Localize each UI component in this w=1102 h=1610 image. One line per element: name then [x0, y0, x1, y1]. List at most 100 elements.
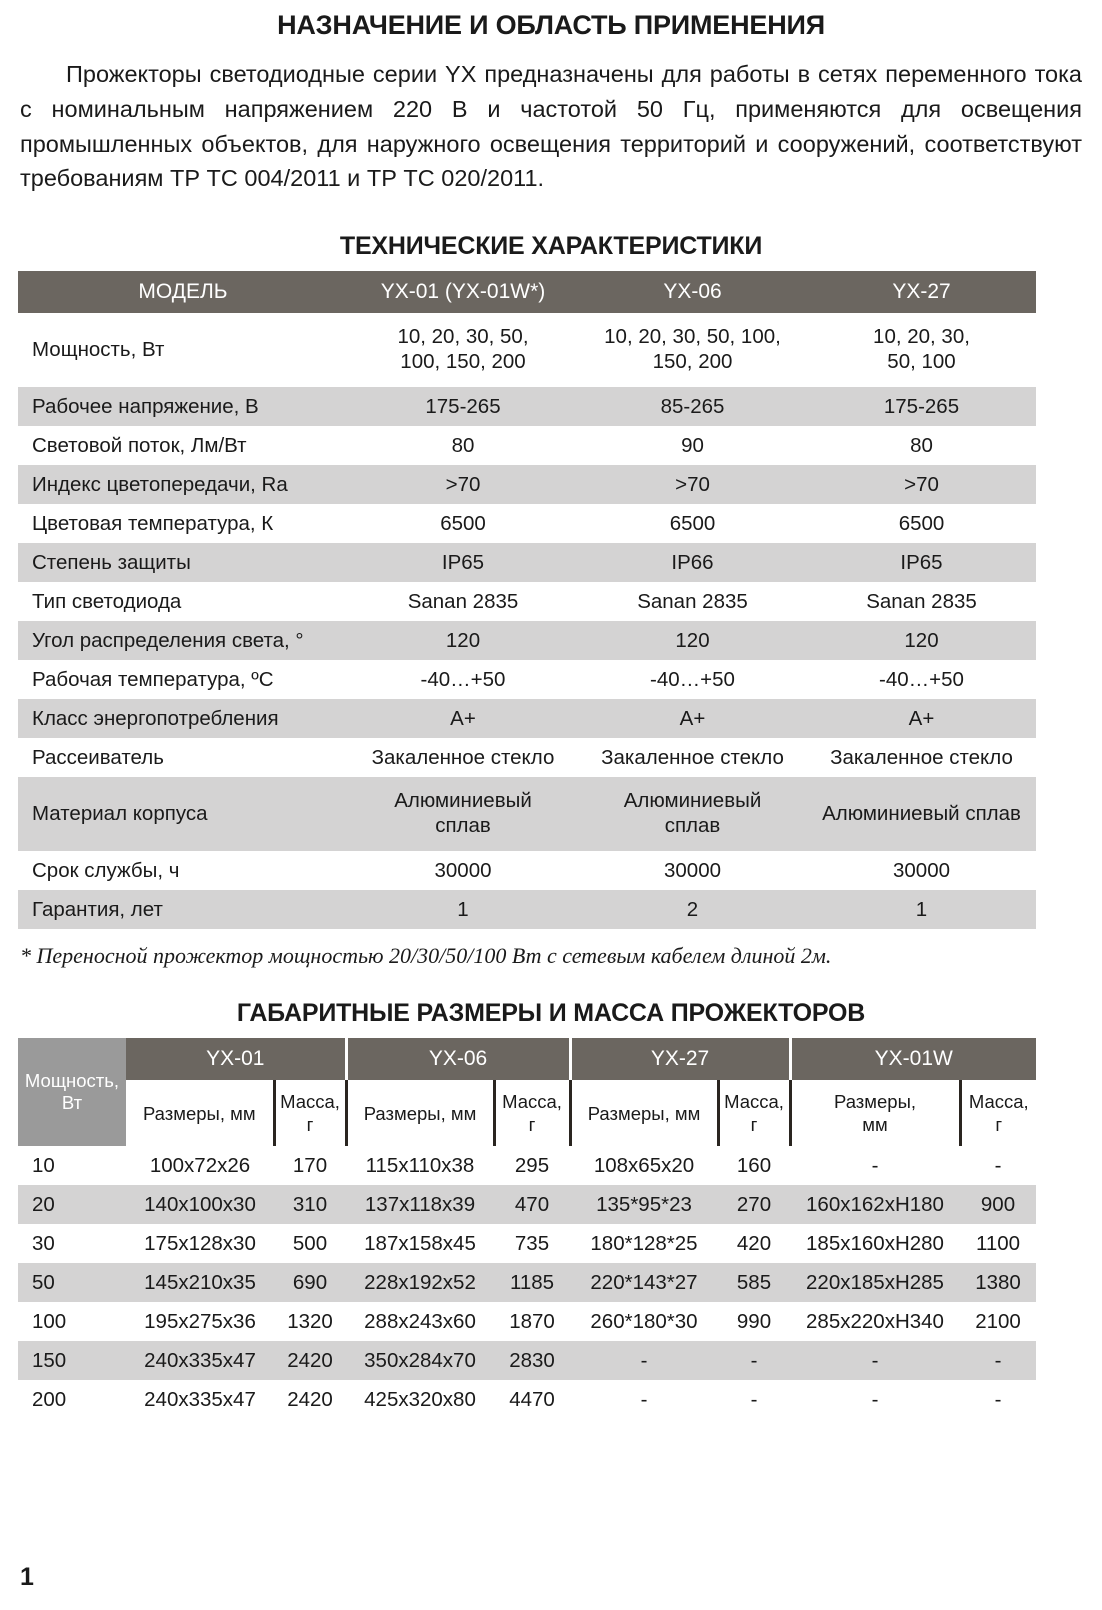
dimensions-subheader-size-yx06: Размеры, мм: [344, 1080, 494, 1147]
specs-value-yx01: 120: [348, 621, 578, 661]
spacer: [18, 196, 1084, 232]
specs-value-yx01: 80: [348, 426, 578, 466]
specs-value-yx06: -40…+50: [578, 660, 807, 700]
specs-param-label: Срок службы, ч: [18, 851, 348, 891]
specs-value-yx01: IP65: [348, 543, 578, 583]
specs-value-yx27: 10, 20, 30, 50, 100: [807, 313, 1036, 388]
table-row: 50 145x210x35 690 228x192x52 1185 220*14…: [18, 1263, 1036, 1303]
specs-value-yx27: 1: [807, 890, 1036, 930]
dimensions-power-value: 30: [18, 1224, 126, 1264]
table-row: Гарантия, лет 1 2 1: [18, 890, 1036, 930]
dimensions-mass-yx27: -: [718, 1341, 790, 1381]
dimensions-size-yx01w: -: [790, 1380, 960, 1420]
specs-value-yx01: Алюминиевый сплав: [348, 777, 578, 852]
dimensions-mass-yx01: 500: [274, 1224, 346, 1264]
specs-value-yx01: 6500: [348, 504, 578, 544]
dimensions-table-body: 10 100x72x26 170 115x110x38 295 108x65x2…: [18, 1146, 1036, 1420]
dimensions-mass-yx06: 1870: [494, 1302, 570, 1342]
dimensions-size-yx27: 180*128*25: [570, 1224, 718, 1264]
page-number: 1: [20, 1563, 34, 1591]
specs-value-yx27: >70: [807, 465, 1036, 505]
dimensions-size-yx27: 108x65x20: [570, 1146, 718, 1186]
specs-param-label: Рассеиватель: [18, 738, 348, 778]
specs-footnote: * Переносной прожектор мощностью 20/30/5…: [20, 943, 832, 969]
table-row: Рабочее напряжение, В 175-265 85-265 175…: [18, 387, 1036, 427]
table-row: 10 100x72x26 170 115x110x38 295 108x65x2…: [18, 1146, 1036, 1186]
table-row: 100 195x275x36 1320 288x243x60 1870 260*…: [18, 1302, 1036, 1342]
dimensions-mass-yx01: 690: [274, 1263, 346, 1303]
table-row: Цветовая температура, К 6500 6500 6500: [18, 504, 1036, 544]
specs-param-label: Степень защиты: [18, 543, 348, 583]
specs-value-yx01: 30000: [348, 851, 578, 891]
dimensions-size-yx01: 240x335x47: [126, 1341, 274, 1381]
document-page: НАЗНАЧЕНИЕ И ОБЛАСТЬ ПРИМЕНЕНИЯ Прожекто…: [0, 10, 1102, 1610]
spacer: [18, 969, 1084, 999]
specs-header-row: МОДЕЛЬ YX-01 (YX-01W*) YX-06 YX-27: [18, 271, 1036, 314]
specs-value-yx06: Sanan 2835: [578, 582, 807, 622]
dimensions-size-yx06: 350x284x70: [346, 1341, 494, 1381]
specs-section-title: ТЕХНИЧЕСКИЕ ХАРАКТЕРИСТИКИ: [339, 232, 763, 261]
table-row: Тип светодиода Sanan 2835 Sanan 2835 San…: [18, 582, 1036, 622]
specs-value-yx01: A+: [348, 699, 578, 739]
dimensions-power-value: 20: [18, 1185, 126, 1225]
dimensions-subheader-size-yx01w: Размеры, мм: [788, 1080, 960, 1147]
dimensions-size-yx01w: -: [790, 1341, 960, 1381]
specs-value-yx06: 6500: [578, 504, 807, 544]
specs-value-yx06: >70: [578, 465, 807, 505]
dimensions-size-yx06: 115x110x38: [346, 1146, 494, 1186]
table-row: Срок службы, ч 30000 30000 30000: [18, 851, 1036, 891]
purpose-paragraph: Прожекторы светодиодные серии YX предназ…: [20, 61, 1082, 192]
table-row: Рабочая температура, ºC -40…+50 -40…+50 …: [18, 660, 1036, 700]
specs-col-header-yx01: YX-01 (YX-01W*): [380, 280, 546, 304]
specs-col-header-yx06: YX-06: [663, 280, 722, 304]
specs-value-yx27: IP65: [807, 543, 1036, 583]
table-row: Класс энергопотребления A+ A+ A+: [18, 699, 1036, 739]
specs-param-label: Угол распределения света, °: [18, 621, 348, 661]
specs-param-label: Материал корпуса: [18, 777, 348, 852]
table-row: Световой поток, Лм/Вт 80 90 80: [18, 426, 1036, 466]
specs-param-label: Класс энергопотребления: [18, 699, 348, 739]
dimensions-size-yx01w: 220x185xH285: [790, 1263, 960, 1303]
dimensions-size-yx27: 135*95*23: [570, 1185, 718, 1225]
dimensions-mass-yx27: 585: [718, 1263, 790, 1303]
specs-table-body: Мощность, Вт 10, 20, 30, 50, 100, 150, 20…: [18, 313, 1036, 930]
specs-value-yx27: 6500: [807, 504, 1036, 544]
dimensions-mass-yx01: 2420: [274, 1380, 346, 1420]
dimensions-size-yx01: 145x210x35: [126, 1263, 274, 1303]
specs-value-yx27: A+: [807, 699, 1036, 739]
dimensions-power-value: 10: [18, 1146, 126, 1186]
table-row: Рассеиватель Закаленное стекло Закаленно…: [18, 738, 1036, 778]
dimensions-col-header-power: Мощность, Вт: [18, 1038, 126, 1147]
dimensions-sub-header-row: Размеры, мм Масса, г Размеры, мм Масса, г …: [18, 1080, 1036, 1147]
dimensions-mass-yx27: 420: [718, 1224, 790, 1264]
dimensions-size-yx06: 137x118x39: [346, 1185, 494, 1225]
dimensions-mass-yx01w: 2100: [960, 1302, 1036, 1342]
dimensions-mass-yx06: 4470: [494, 1380, 570, 1420]
dimensions-subheader-mass-yx01: Масса, г: [272, 1080, 346, 1147]
dimensions-model-header-yx27: YX-27: [568, 1038, 790, 1081]
dimensions-section-title: ГАБАРИТНЫЕ РАЗМЕРЫ И МАССА ПРОЖЕКТОРОВ: [236, 999, 866, 1028]
dimensions-power-value: 200: [18, 1380, 126, 1420]
technical-specifications-table: МОДЕЛЬ YX-01 (YX-01W*) YX-06 YX-27 Мощно…: [18, 271, 1036, 930]
dimensions-mass-yx01: 2420: [274, 1341, 346, 1381]
dimensions-mass-yx01: 170: [274, 1146, 346, 1186]
dimensions-power-label-line1: Мощность,: [24, 1069, 120, 1091]
specs-value-yx01: Закаленное стекло: [348, 738, 578, 778]
table-row: Материал корпуса Алюминиевый сплав Алюмин…: [18, 777, 1036, 852]
specs-param-label: Световой поток, Лм/Вт: [18, 426, 348, 466]
specs-col-header-model: МОДЕЛЬ: [138, 280, 228, 304]
dimensions-mass-yx01w: -: [960, 1341, 1036, 1381]
table-row: 30 175x128x30 500 187x158x45 735 180*128…: [18, 1224, 1036, 1264]
dimensions-subheader-mass-yx01w: Масса, г: [958, 1080, 1036, 1147]
table-row: Мощность, Вт 10, 20, 30, 50, 100, 150, 20…: [18, 313, 1036, 388]
dimensions-mass-yx01w: -: [960, 1146, 1036, 1186]
dimensions-mass-yx01w: 1100: [960, 1224, 1036, 1264]
table-row: 20 140x100x30 310 137x118x39 470 135*95*…: [18, 1185, 1036, 1225]
dimensions-size-yx06: 187x158x45: [346, 1224, 494, 1264]
dimensions-mass-yx06: 295: [494, 1146, 570, 1186]
dimensions-model-header-yx01: YX-01: [126, 1038, 346, 1081]
specs-value-yx01: Sanan 2835: [348, 582, 578, 622]
specs-param-label: Рабочее напряжение, В: [18, 387, 348, 427]
table-row: 200 240x335x47 2420 425x320x80 4470 - - …: [18, 1380, 1036, 1420]
table-row: Индекс цветопередачи, Ra >70 >70 >70: [18, 465, 1036, 505]
